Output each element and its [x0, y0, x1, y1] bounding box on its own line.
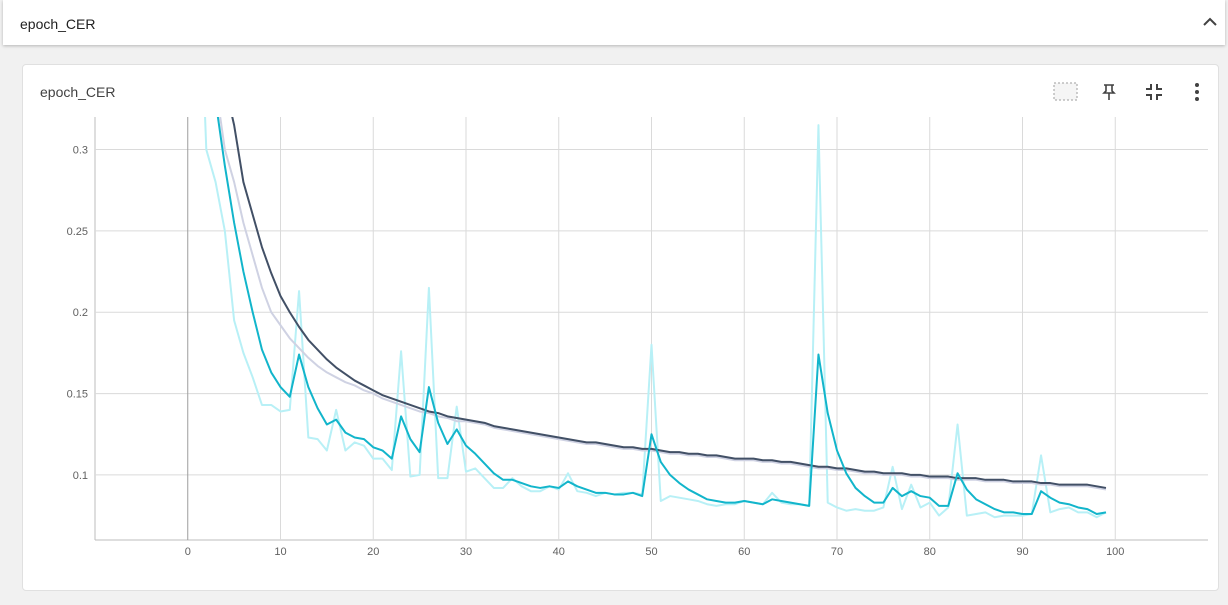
fit-domain-button[interactable]	[1053, 82, 1079, 102]
series-line	[204, 117, 1107, 519]
chart-title: epoch_CER	[40, 84, 116, 100]
y-tick-label: 0.3	[73, 145, 88, 157]
x-tick-label: 10	[274, 546, 286, 558]
x-tick-label: 90	[1016, 546, 1028, 558]
collapse-button[interactable]	[1202, 14, 1218, 30]
y-tick-label: 0.2	[73, 307, 88, 319]
y-tick-label: 0.15	[67, 389, 88, 401]
header: epoch_CER	[3, 0, 1225, 45]
header-title: epoch_CER	[20, 16, 96, 32]
x-tick-label: 40	[553, 546, 565, 558]
x-tick-label: 60	[738, 546, 750, 558]
x-tick-label: 80	[924, 546, 936, 558]
x-tick-label: 100	[1106, 546, 1124, 558]
y-tick-label: 0.25	[67, 226, 88, 238]
x-tick-label: 70	[831, 546, 843, 558]
y-tick-label: 0.1	[73, 470, 88, 482]
x-tick-label: 20	[367, 546, 379, 558]
pin-button[interactable]	[1101, 83, 1117, 101]
series-line	[216, 117, 1107, 515]
collapse-card-button[interactable]	[1145, 83, 1163, 101]
x-tick-label: 30	[460, 546, 472, 558]
plot-lines	[204, 117, 1107, 519]
series-line	[219, 117, 1107, 491]
grid: 0.1 0.15 0.2 0.25 0.3 0 10 20 30 40 50 60 70 80 90 100	[67, 117, 1208, 558]
chart-card: epoch_CER	[22, 64, 1219, 591]
x-tick-label: 0	[185, 546, 191, 558]
series-line	[231, 117, 1107, 489]
x-tick-label: 50	[645, 546, 657, 558]
more-button[interactable]	[1194, 82, 1200, 102]
